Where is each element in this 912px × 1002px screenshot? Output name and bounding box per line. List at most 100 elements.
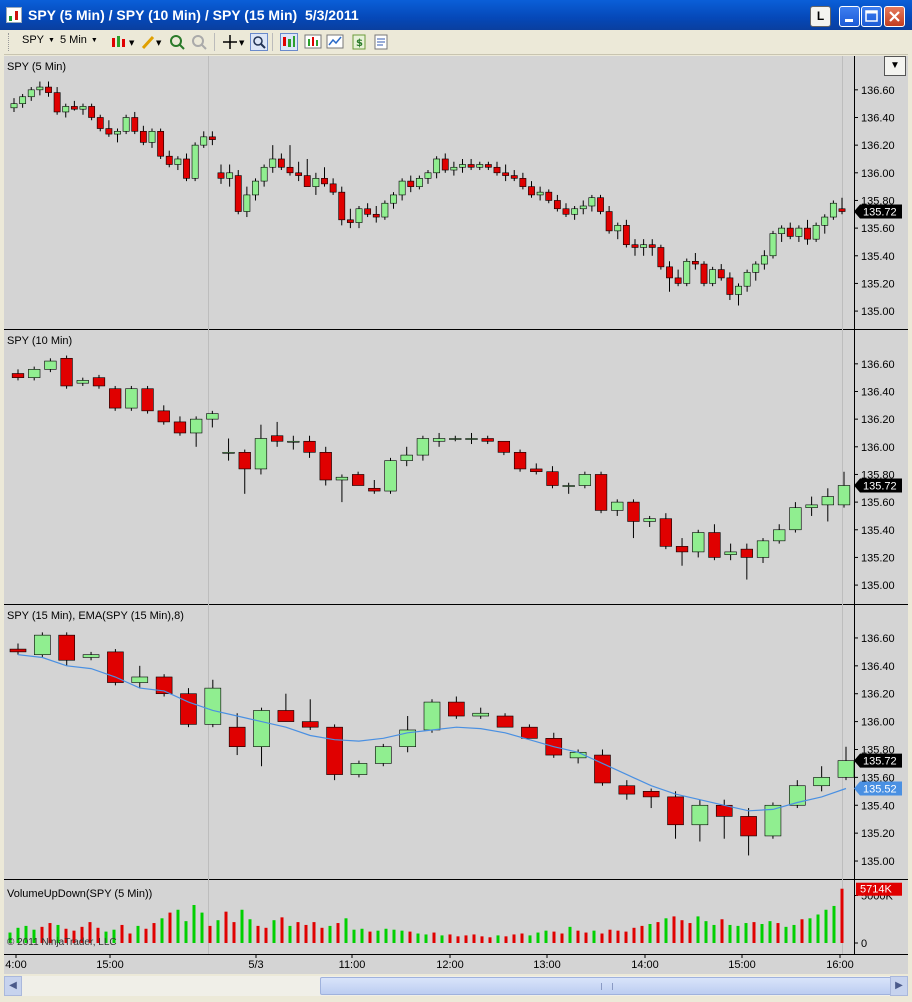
scroll-left-button[interactable]: ◀: [4, 976, 22, 996]
volume-bar: [752, 922, 756, 943]
volume-bar: [616, 930, 620, 943]
candle-body: [778, 227, 786, 234]
volume-bar: [192, 905, 196, 943]
volume-bar: [824, 909, 828, 943]
candle-body: [666, 266, 673, 279]
volume-bar: [632, 927, 636, 943]
volume-bar: [288, 925, 292, 943]
time-tick-label: 11:00: [339, 959, 366, 971]
price-tick-label: 135.60: [861, 772, 895, 784]
candle-body: [752, 263, 760, 273]
candle-body: [683, 261, 691, 284]
properties-icon[interactable]: [372, 33, 390, 51]
close-button[interactable]: [884, 6, 905, 27]
candle-body: [326, 726, 343, 775]
toolbar-grip[interactable]: [8, 33, 11, 51]
data-box-icon[interactable]: [280, 33, 298, 51]
toolbar-separator: [214, 33, 215, 51]
volume-bar: [176, 909, 180, 943]
panel-title: SPY (10 Min): [7, 335, 72, 347]
candle-body: [756, 540, 770, 558]
scrollbar-thumb[interactable]: [320, 977, 892, 995]
price-tick-label: 135.40: [861, 800, 895, 812]
volume-bar: [768, 921, 772, 943]
candle-body: [605, 211, 613, 232]
svg-text:▼: ▼: [129, 39, 135, 47]
candle-body: [271, 435, 284, 442]
chart-menu-dropdown-button[interactable]: ▼: [884, 56, 906, 76]
volume-bar: [440, 935, 444, 943]
volume-bar: [32, 929, 36, 943]
candle-body: [312, 178, 320, 187]
candle-body: [805, 504, 818, 508]
candle-body: [562, 208, 570, 215]
minimize-button[interactable]: [839, 6, 860, 27]
candle-body: [465, 438, 478, 440]
candle-body: [493, 166, 501, 174]
volume-bar: [376, 930, 380, 943]
instrument-selector[interactable]: SPY ▼: [22, 34, 55, 46]
candle-body: [398, 180, 406, 196]
drawing-tool-icon[interactable]: ▼: [140, 33, 164, 51]
price-tick-label: 135.20: [861, 552, 895, 564]
candle-body: [62, 106, 70, 113]
candle-body: [301, 721, 319, 728]
volume-bar: [464, 935, 468, 943]
chart-area[interactable]: 135.00 135.20 135.40 135.60 135.80 136.00 136.…: [4, 56, 908, 974]
chevron-down-icon: ▼: [90, 37, 98, 44]
volume-bar: [624, 931, 628, 943]
zoom-in-icon[interactable]: [168, 33, 186, 51]
volume-bar: [816, 914, 820, 943]
time-tick-label: 5/3: [248, 959, 263, 971]
time-tick-label: 13:00: [533, 959, 561, 971]
candle-body: [657, 247, 665, 268]
candle-body: [764, 804, 782, 837]
strategies-icon[interactable]: $: [350, 33, 368, 51]
volume-bar: [528, 935, 532, 943]
candle-body: [472, 712, 490, 717]
last-price-label: 135.72: [863, 481, 897, 493]
candle-body: [622, 225, 630, 246]
volume-bar: [776, 923, 780, 943]
interval-selector[interactable]: 5 Min ▼: [60, 34, 98, 46]
volume-bar: [568, 926, 572, 943]
candle-body: [675, 546, 689, 553]
horizontal-scrollbar[interactable]: ◀ ▶: [4, 976, 908, 996]
candle-body: [45, 86, 52, 93]
candle-body: [27, 89, 35, 98]
candle-body: [717, 269, 725, 279]
panel-title: SPY (15 Min), EMA(SPY (15 Min),8): [7, 610, 184, 622]
chart-properties-icon[interactable]: [304, 33, 322, 51]
window-title: SPY (5 Min) / SPY (10 Min) / SPY (15 Min…: [28, 7, 359, 23]
candle-body: [838, 208, 846, 212]
candle-body: [423, 701, 441, 731]
candle-body: [234, 175, 242, 212]
ema-value-marker: [854, 781, 902, 796]
crosshair-icon[interactable]: ▼: [222, 33, 248, 51]
zoom-out-icon[interactable]: [190, 33, 208, 51]
chart-canvas[interactable]: 135.00 135.20 135.40 135.60 135.80 136.00 136.…: [4, 56, 908, 974]
candle-body: [252, 180, 259, 196]
volume-bar: [56, 924, 60, 943]
candle-body: [691, 261, 699, 265]
candle-body: [735, 285, 742, 295]
indicators-icon[interactable]: [326, 33, 344, 51]
maximize-button[interactable]: [861, 6, 882, 27]
link-button[interactable]: L: [810, 6, 831, 27]
scroll-right-button[interactable]: ▶: [890, 976, 908, 996]
candle-body: [788, 785, 806, 806]
price-tick-label: 136.00: [861, 168, 895, 180]
candle-body: [441, 158, 449, 171]
candle-body: [277, 158, 285, 168]
volume-bar: [112, 929, 116, 943]
time-tick-label: 16:00: [826, 959, 854, 971]
candlestick-style-icon[interactable]: ▼: [110, 33, 136, 51]
candle-body: [578, 474, 591, 486]
price-tick-label: 135.40: [861, 251, 895, 263]
candle-body: [372, 213, 380, 218]
magnify-icon[interactable]: [250, 33, 268, 51]
candle-body: [92, 377, 106, 387]
volume-bar: [8, 932, 12, 943]
copyright-text: © 2011 NinjaTrader, LLC: [7, 937, 117, 948]
candle-body: [614, 225, 622, 232]
